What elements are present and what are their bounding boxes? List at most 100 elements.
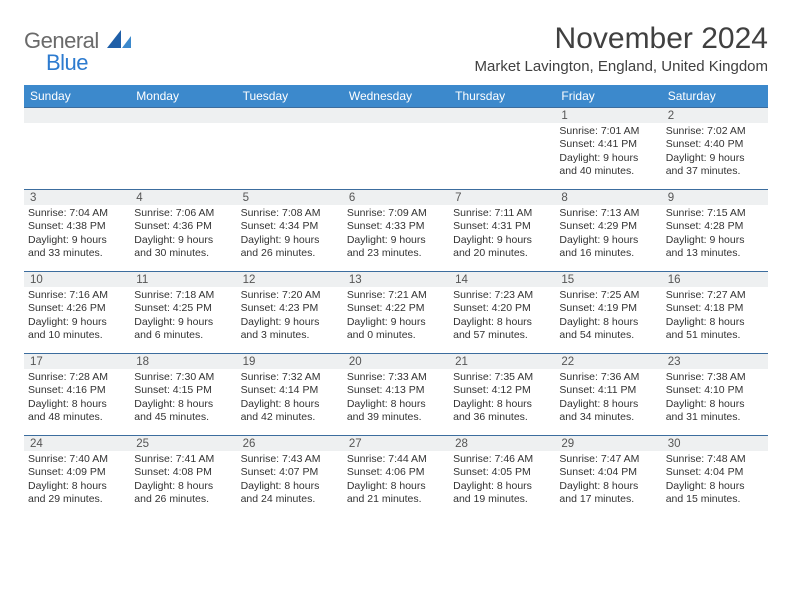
day-number: 30 (662, 436, 768, 451)
day-info: Sunrise: 7:46 AMSunset: 4:05 PMDaylight:… (453, 453, 551, 507)
day-info: Sunrise: 7:48 AMSunset: 4:04 PMDaylight:… (666, 453, 764, 507)
day-info: Sunrise: 7:04 AMSunset: 4:38 PMDaylight:… (28, 207, 126, 261)
calendar-day-cell: 20 Sunrise: 7:33 AMSunset: 4:13 PMDayligh… (343, 354, 449, 436)
day-number: 2 (662, 108, 768, 123)
day-info: Sunrise: 7:18 AMSunset: 4:25 PMDaylight:… (134, 289, 232, 343)
day-number: 5 (237, 190, 343, 205)
weekday-header: Thursday (449, 85, 555, 108)
calendar-day-cell (343, 108, 449, 190)
calendar-day-cell: 5 Sunrise: 7:08 AMSunset: 4:34 PMDaylight… (237, 190, 343, 272)
location-subtitle: Market Lavington, England, United Kingdo… (474, 58, 768, 75)
weekday-header: Sunday (24, 85, 130, 108)
day-info: Sunrise: 7:32 AMSunset: 4:14 PMDaylight:… (241, 371, 339, 425)
calendar-day-cell: 28 Sunrise: 7:46 AMSunset: 4:05 PMDayligh… (449, 436, 555, 518)
calendar-day-cell: 15 Sunrise: 7:25 AMSunset: 4:19 PMDayligh… (555, 272, 661, 354)
calendar-day-cell: 24Sunrise: 7:40 AMSunset: 4:09 PMDayligh… (24, 436, 130, 518)
calendar-day-cell: 12 Sunrise: 7:20 AMSunset: 4:23 PMDayligh… (237, 272, 343, 354)
day-number: 15 (555, 272, 661, 287)
calendar-day-cell (130, 108, 236, 190)
day-number: 12 (237, 272, 343, 287)
day-number: 3 (24, 190, 130, 205)
day-number: 29 (555, 436, 661, 451)
day-info: Sunrise: 7:33 AMSunset: 4:13 PMDaylight:… (347, 371, 445, 425)
title-block: November 2024 Market Lavington, England,… (474, 16, 768, 81)
calendar-day-cell: 18 Sunrise: 7:30 AMSunset: 4:15 PMDayligh… (130, 354, 236, 436)
calendar-day-cell: 14Sunrise: 7:23 AMSunset: 4:20 PMDayligh… (449, 272, 555, 354)
day-info: Sunrise: 7:36 AMSunset: 4:11 PMDaylight:… (559, 371, 657, 425)
calendar-day-cell: 3 Sunrise: 7:04 AMSunset: 4:38 PMDaylight… (24, 190, 130, 272)
calendar-day-cell: 9 Sunrise: 7:15 AMSunset: 4:28 PMDaylight… (662, 190, 768, 272)
calendar-page: General Blue November 2024 Market Laving… (0, 0, 792, 538)
calendar-day-cell: 17 Sunrise: 7:28 AMSunset: 4:16 PMDayligh… (24, 354, 130, 436)
calendar-week-row: 24Sunrise: 7:40 AMSunset: 4:09 PMDayligh… (24, 436, 768, 518)
day-info: Sunrise: 7:43 AMSunset: 4:07 PMDaylight:… (241, 453, 339, 507)
day-info: Sunrise: 7:09 AMSunset: 4:33 PMDaylight:… (347, 207, 445, 261)
month-title: November 2024 (474, 22, 768, 56)
weekday-header: Friday (555, 85, 661, 108)
day-number (343, 108, 449, 123)
calendar-day-cell: 19 Sunrise: 7:32 AMSunset: 4:14 PMDayligh… (237, 354, 343, 436)
calendar-day-cell: 8Sunrise: 7:13 AMSunset: 4:29 PMDaylight… (555, 190, 661, 272)
day-info: Sunrise: 7:28 AMSunset: 4:16 PMDaylight:… (28, 371, 126, 425)
day-info: Sunrise: 7:30 AMSunset: 4:15 PMDaylight:… (134, 371, 232, 425)
calendar-day-cell: 2Sunrise: 7:02 AMSunset: 4:40 PMDaylight… (662, 108, 768, 190)
day-number: 23 (662, 354, 768, 369)
day-number: 8 (555, 190, 661, 205)
day-number: 16 (662, 272, 768, 287)
day-number: 22 (555, 354, 661, 369)
calendar-day-cell (449, 108, 555, 190)
day-number: 1 (555, 108, 661, 123)
calendar-day-cell (24, 108, 130, 190)
calendar-day-cell: 25 Sunrise: 7:41 AMSunset: 4:08 PMDayligh… (130, 436, 236, 518)
calendar-day-cell: 16 Sunrise: 7:27 AMSunset: 4:18 PMDayligh… (662, 272, 768, 354)
weekday-header: Saturday (662, 85, 768, 108)
day-number: 25 (130, 436, 236, 451)
calendar-day-cell: 6 Sunrise: 7:09 AMSunset: 4:33 PMDaylight… (343, 190, 449, 272)
calendar-table: SundayMondayTuesdayWednesdayThursdayFrid… (24, 85, 768, 518)
day-info: Sunrise: 7:40 AMSunset: 4:09 PMDaylight:… (28, 453, 126, 507)
calendar-day-cell: 22 Sunrise: 7:36 AMSunset: 4:11 PMDayligh… (555, 354, 661, 436)
calendar-week-row: 1 Sunrise: 7:01 AMSunset: 4:41 PMDaylight… (24, 108, 768, 190)
day-info: Sunrise: 7:27 AMSunset: 4:18 PMDaylight:… (666, 289, 764, 343)
day-number: 10 (24, 272, 130, 287)
day-number (24, 108, 130, 123)
day-number: 4 (130, 190, 236, 205)
day-number: 14 (449, 272, 555, 287)
calendar-header-row: SundayMondayTuesdayWednesdayThursdayFrid… (24, 85, 768, 108)
day-info: Sunrise: 7:44 AMSunset: 4:06 PMDaylight:… (347, 453, 445, 507)
day-info: Sunrise: 7:15 AMSunset: 4:28 PMDaylight:… (666, 207, 764, 261)
day-number: 7 (449, 190, 555, 205)
day-info: Sunrise: 7:25 AMSunset: 4:19 PMDaylight:… (559, 289, 657, 343)
day-number (130, 108, 236, 123)
day-number: 20 (343, 354, 449, 369)
day-info: Sunrise: 7:08 AMSunset: 4:34 PMDaylight:… (241, 207, 339, 261)
calendar-week-row: 3 Sunrise: 7:04 AMSunset: 4:38 PMDaylight… (24, 190, 768, 272)
calendar-day-cell: 10 Sunrise: 7:16 AMSunset: 4:26 PMDayligh… (24, 272, 130, 354)
day-info: Sunrise: 7:11 AMSunset: 4:31 PMDaylight:… (453, 207, 551, 261)
day-info: Sunrise: 7:20 AMSunset: 4:23 PMDaylight:… (241, 289, 339, 343)
day-info: Sunrise: 7:21 AMSunset: 4:22 PMDaylight:… (347, 289, 445, 343)
day-number: 18 (130, 354, 236, 369)
calendar-day-cell: 21Sunrise: 7:35 AMSunset: 4:12 PMDayligh… (449, 354, 555, 436)
day-info: Sunrise: 7:06 AMSunset: 4:36 PMDaylight:… (134, 207, 232, 261)
day-number: 28 (449, 436, 555, 451)
day-info: Sunrise: 7:47 AMSunset: 4:04 PMDaylight:… (559, 453, 657, 507)
day-number: 26 (237, 436, 343, 451)
day-info: Sunrise: 7:01 AMSunset: 4:41 PMDaylight:… (559, 125, 657, 179)
day-info: Sunrise: 7:38 AMSunset: 4:10 PMDaylight:… (666, 371, 764, 425)
day-number: 17 (24, 354, 130, 369)
day-number: 9 (662, 190, 768, 205)
calendar-day-cell: 26 Sunrise: 7:43 AMSunset: 4:07 PMDayligh… (237, 436, 343, 518)
calendar-day-cell: 11 Sunrise: 7:18 AMSunset: 4:25 PMDayligh… (130, 272, 236, 354)
calendar-day-cell: 30 Sunrise: 7:48 AMSunset: 4:04 PMDayligh… (662, 436, 768, 518)
calendar-day-cell (237, 108, 343, 190)
calendar-day-cell: 4 Sunrise: 7:06 AMSunset: 4:36 PMDaylight… (130, 190, 236, 272)
header: General Blue November 2024 Market Laving… (24, 16, 768, 81)
day-number: 11 (130, 272, 236, 287)
calendar-day-cell: 13Sunrise: 7:21 AMSunset: 4:22 PMDayligh… (343, 272, 449, 354)
day-number: 19 (237, 354, 343, 369)
day-number (449, 108, 555, 123)
day-number: 6 (343, 190, 449, 205)
day-info: Sunrise: 7:41 AMSunset: 4:08 PMDaylight:… (134, 453, 232, 507)
day-info: Sunrise: 7:16 AMSunset: 4:26 PMDaylight:… (28, 289, 126, 343)
